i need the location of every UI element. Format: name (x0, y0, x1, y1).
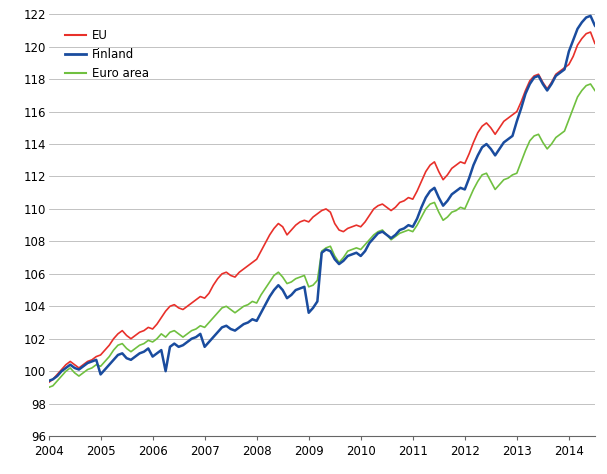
EU (587, 29, 594, 35)
Euro area (500, 177, 507, 182)
Finland (500, 139, 507, 145)
Finland (219, 325, 226, 330)
Legend: EU, Finland, Euro area: EU, Finland, Euro area (60, 24, 154, 84)
Finland (45, 378, 52, 384)
Finland (504, 137, 512, 142)
EU (504, 115, 512, 121)
Finland (587, 13, 594, 18)
Line: Finland: Finland (49, 16, 607, 381)
EU (93, 354, 100, 359)
EU (500, 118, 507, 124)
Line: Euro area: Euro area (49, 84, 607, 387)
EU (45, 380, 52, 385)
Euro area (587, 81, 594, 87)
EU (219, 271, 226, 277)
EU (236, 269, 243, 275)
Finland (114, 352, 121, 358)
Line: EU: EU (49, 32, 607, 383)
Finland (236, 325, 243, 330)
EU (114, 331, 121, 337)
Euro area (93, 362, 100, 367)
Euro area (219, 305, 226, 311)
Euro area (236, 307, 243, 312)
Finland (93, 357, 100, 363)
Euro area (504, 175, 512, 181)
Euro area (114, 342, 121, 348)
Euro area (45, 384, 52, 390)
